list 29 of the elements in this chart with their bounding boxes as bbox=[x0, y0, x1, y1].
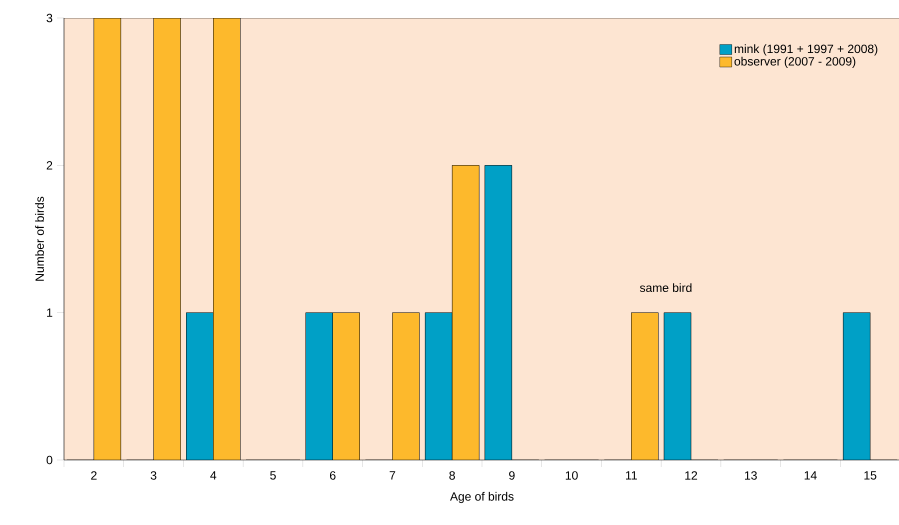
x-tick-label: 14 bbox=[804, 471, 817, 480]
bar bbox=[664, 312, 692, 460]
bar bbox=[186, 312, 214, 460]
x-tick-label: 7 bbox=[390, 471, 396, 480]
x-tick-label: 8 bbox=[449, 471, 455, 480]
x-tick-label: 2 bbox=[91, 471, 97, 480]
x-axis-title: Age of birds bbox=[450, 492, 514, 504]
x-tick-label: 11 bbox=[626, 471, 637, 480]
y-tick-label: 2 bbox=[46, 161, 52, 170]
bar bbox=[484, 165, 512, 460]
x-tick-label: 4 bbox=[210, 471, 216, 480]
legend-label: observer (2007 - 2009) bbox=[734, 56, 856, 68]
x-tick-label: 5 bbox=[270, 471, 276, 480]
x-tick-label: 12 bbox=[685, 471, 698, 480]
y-tick-label: 3 bbox=[46, 14, 52, 22]
bar bbox=[306, 312, 333, 460]
bar bbox=[425, 312, 452, 460]
y-tick-label: 1 bbox=[47, 308, 52, 317]
x-tick-label: 3 bbox=[150, 471, 156, 480]
x-tick-label: 13 bbox=[744, 471, 757, 480]
y-axis-title: Number of birds bbox=[35, 196, 44, 281]
bar bbox=[842, 312, 870, 460]
x-tick-label: 15 bbox=[864, 471, 876, 480]
x-tick-label: 6 bbox=[330, 471, 336, 480]
x-tick-label: 9 bbox=[509, 471, 515, 480]
legend-label: mink (1991 + 1997 + 2008) bbox=[734, 44, 878, 56]
x-tick-label: 10 bbox=[566, 471, 578, 480]
y-tick-label: 0 bbox=[46, 456, 52, 464]
annotation: same bird bbox=[640, 283, 692, 292]
